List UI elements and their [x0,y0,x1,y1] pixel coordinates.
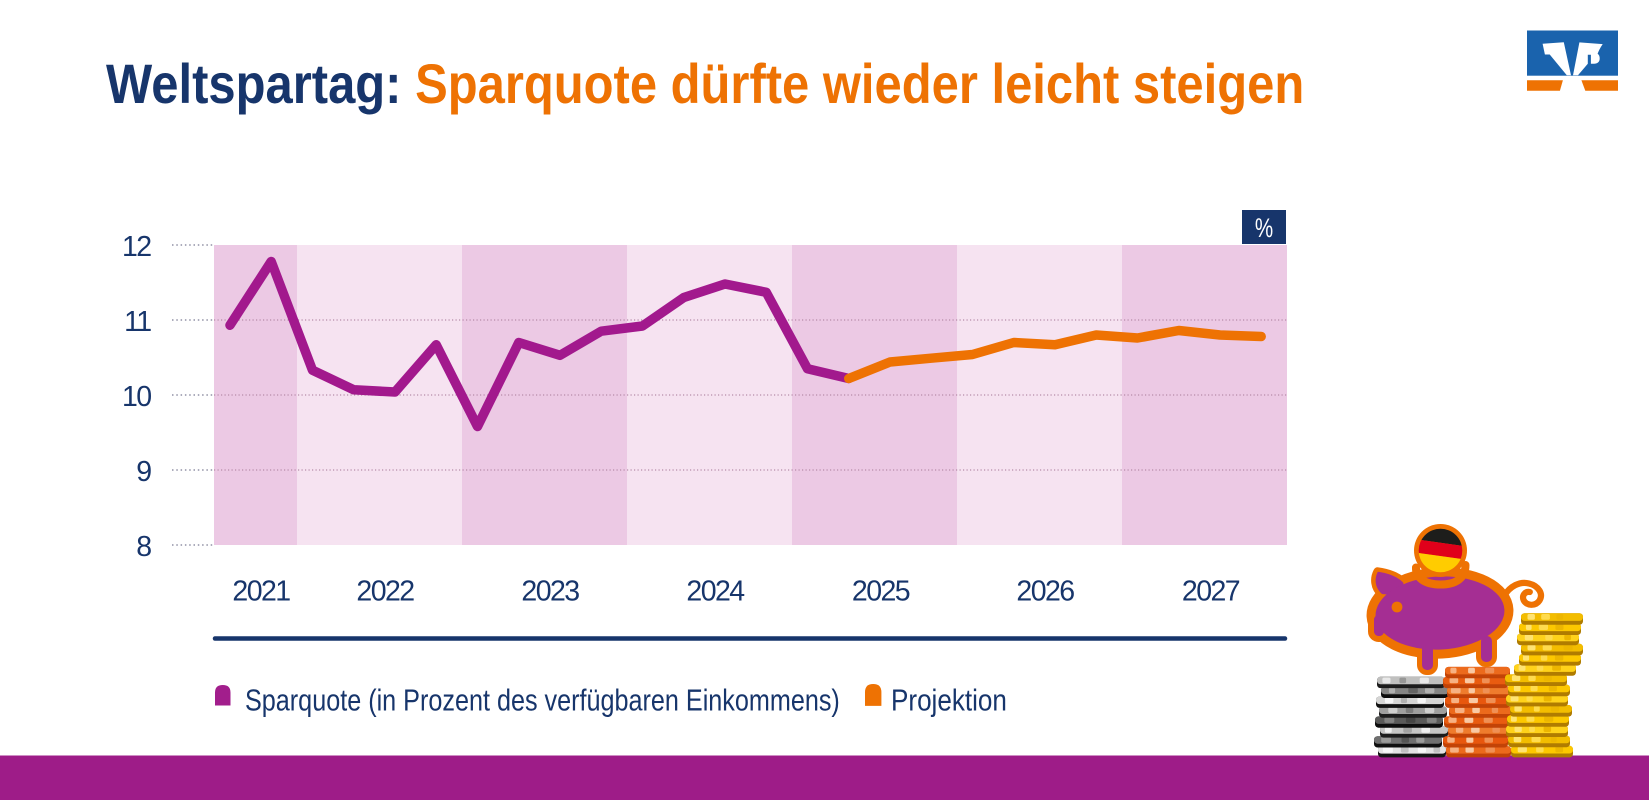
svg-text:10: 10 [122,381,151,413]
svg-text:2022: 2022 [356,576,414,608]
svg-text:2023: 2023 [521,576,579,608]
svg-text:Projektion: Projektion [891,683,1007,718]
svg-text:2027: 2027 [1182,576,1240,608]
svg-text:2026: 2026 [1016,576,1074,608]
svg-text:Sparquote (in Prozent des verf: Sparquote (in Prozent des verfügbaren Ei… [245,682,840,717]
svg-text:2024: 2024 [686,576,745,608]
svg-text:11: 11 [124,306,151,338]
svg-text:9: 9 [136,456,151,488]
svg-text:12: 12 [122,231,151,263]
svg-text:8: 8 [136,531,151,563]
svg-text:2021: 2021 [232,576,290,608]
svg-text:2025: 2025 [852,576,910,608]
svg-text:%: % [1255,213,1273,243]
